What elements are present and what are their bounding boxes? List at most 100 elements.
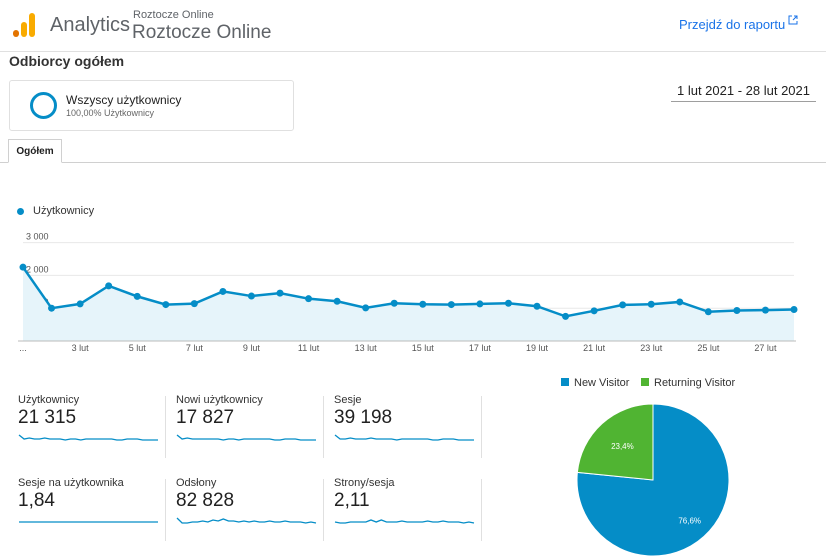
data-point[interactable] <box>419 300 427 308</box>
data-point[interactable] <box>247 292 255 300</box>
data-point[interactable] <box>676 298 684 306</box>
legend-dot-icon <box>17 208 24 215</box>
tab-overview[interactable]: Ogółem <box>8 139 62 163</box>
data-point[interactable] <box>790 306 798 313</box>
legend-square-icon <box>561 378 569 386</box>
pie-slice-label: 76,6% <box>678 517 701 526</box>
account-property-label[interactable]: Roztocze Online <box>133 9 214 21</box>
metric-sparkline <box>176 434 316 441</box>
metric-card[interactable]: Strony/sesja 2,11 <box>334 477 479 547</box>
app-name: Analytics <box>50 14 131 36</box>
segment-card[interactable]: Wszyscy użytkownicy 100,00% Użytkownicy <box>9 80 294 131</box>
metric-card[interactable]: Odsłony 82 828 <box>176 477 321 547</box>
segment-name: Wszyscy użytkownicy <box>66 93 182 107</box>
metric-value: 82 828 <box>176 490 235 511</box>
metric-divider <box>323 396 324 458</box>
metric-label: Użytkownicy <box>18 394 80 406</box>
data-point[interactable] <box>190 300 198 308</box>
x-tick-label: 21 lut <box>583 343 606 353</box>
data-point[interactable] <box>105 282 113 290</box>
data-point[interactable] <box>647 300 655 308</box>
legend-square-icon <box>641 378 649 386</box>
data-point[interactable] <box>219 287 227 295</box>
metric-divider <box>323 479 324 541</box>
sparkline-path <box>176 434 316 441</box>
x-tick-label: 11 lut <box>298 343 320 353</box>
data-point[interactable] <box>133 292 141 300</box>
segment-percent: 100,00% Użytkownicy <box>66 108 155 118</box>
data-point[interactable] <box>276 289 284 297</box>
visitor-type-pie-chart[interactable]: 76,6% 23,4% <box>576 403 730 557</box>
metric-card[interactable]: Nowi użytkownicy 17 827 <box>176 394 321 464</box>
data-point[interactable] <box>48 304 56 312</box>
data-point[interactable] <box>333 297 341 305</box>
metric-card[interactable]: Sesje 39 198 <box>334 394 479 464</box>
data-point[interactable] <box>733 306 741 314</box>
y-tick-label: 3 000 <box>26 232 49 242</box>
pie-legend-new: New Visitor <box>561 377 629 389</box>
account-view-name[interactable]: Roztocze Online <box>132 22 272 43</box>
metric-card[interactable]: Sesje na użytkownika 1,84 <box>18 477 163 547</box>
metric-label: Nowi użytkownicy <box>176 394 263 406</box>
external-link-icon[interactable] <box>788 15 798 25</box>
metric-label: Sesje na użytkownika <box>18 477 124 489</box>
x-tick-label: 9 lut <box>243 343 261 353</box>
x-tick-label: 13 lut <box>355 343 378 353</box>
data-point[interactable] <box>76 300 84 308</box>
pie-legend-new-label: New Visitor <box>574 377 630 389</box>
data-point[interactable] <box>19 263 27 271</box>
metric-sparkline <box>334 519 475 524</box>
metric-divider <box>481 396 482 458</box>
metric-sparkline <box>176 517 317 524</box>
page-title: Odbiorcy ogółem <box>9 53 125 69</box>
data-point[interactable] <box>447 301 455 309</box>
y-tick-label: 2 000 <box>26 264 49 274</box>
metric-value: 21 315 <box>18 407 77 428</box>
pie-slice-label: 23,4% <box>611 442 634 451</box>
x-tick-label: 19 lut <box>526 343 549 353</box>
pie-legend-returning-label: Returning Visitor <box>654 377 736 389</box>
metric-divider <box>165 479 166 541</box>
metric-value: 2,11 <box>334 490 370 511</box>
data-point[interactable] <box>590 307 598 315</box>
x-tick-label: 23 lut <box>640 343 663 353</box>
metric-value: 39 198 <box>334 407 393 428</box>
metric-divider <box>481 479 482 541</box>
x-tick-label: 25 lut <box>697 343 720 353</box>
data-point[interactable] <box>162 301 170 309</box>
sparkline-path <box>334 434 474 441</box>
data-point[interactable] <box>390 299 398 307</box>
metric-label: Sesje <box>334 394 362 406</box>
data-point[interactable] <box>761 306 769 314</box>
pie-slice[interactable] <box>576 403 730 557</box>
data-point[interactable] <box>362 304 370 312</box>
header: Analytics Roztocze Online Roztocze Onlin… <box>0 0 826 52</box>
metric-sparkline <box>18 434 158 441</box>
data-point[interactable] <box>562 312 570 320</box>
data-point[interactable] <box>704 308 712 316</box>
go-to-report-link[interactable]: Przejdź do raportu <box>679 17 786 32</box>
x-tick-label: 27 lut <box>754 343 777 353</box>
data-point[interactable] <box>305 295 313 303</box>
metric-label: Odsłony <box>176 477 217 489</box>
data-point[interactable] <box>533 302 541 310</box>
chart-legend-label: Użytkownicy <box>33 205 95 217</box>
metric-card[interactable]: Użytkownicy 21 315 <box>18 394 163 464</box>
pie-legend-returning: Returning Visitor <box>641 377 735 389</box>
metric-sparkline <box>334 434 474 441</box>
series-line-users <box>21 266 795 318</box>
x-tick-label: ... <box>19 343 27 353</box>
data-point[interactable] <box>476 300 484 308</box>
metric-divider <box>165 396 166 458</box>
x-tick-label: 5 lut <box>129 343 147 353</box>
date-range-picker[interactable]: 1 lut 2021 - 28 lut 2021 <box>671 80 816 102</box>
analytics-logo-icon[interactable] <box>13 13 35 37</box>
metric-sparkline <box>19 521 158 523</box>
data-point[interactable] <box>619 301 627 309</box>
x-tick-label: 15 lut <box>412 343 435 353</box>
pie-slice[interactable] <box>576 403 654 481</box>
tab-divider <box>0 162 826 163</box>
x-tick-label: 7 lut <box>186 343 204 353</box>
data-point[interactable] <box>504 299 512 307</box>
